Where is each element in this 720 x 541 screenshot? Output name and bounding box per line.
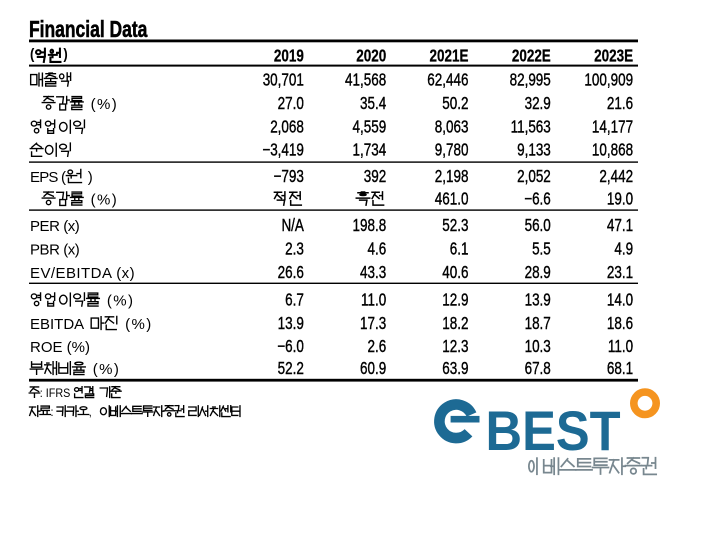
svg-text:9,780: 9,780: [435, 141, 469, 160]
svg-text::: :: [51, 405, 54, 419]
svg-text:32.9: 32.9: [525, 94, 551, 113]
svg-text:10.3: 10.3: [525, 337, 551, 356]
svg-text:23.1: 23.1: [607, 263, 633, 282]
svg-text:41,568: 41,568: [345, 71, 386, 90]
svg-text:11,563: 11,563: [511, 118, 551, 137]
svg-text:−3,419: −3,419: [262, 141, 304, 160]
svg-text:4.6: 4.6: [367, 240, 386, 259]
svg-text:ROE (%): ROE (%): [30, 339, 90, 356]
svg-text:5.5: 5.5: [532, 240, 551, 259]
svg-text:14.0: 14.0: [607, 291, 634, 310]
svg-text:13.9: 13.9: [525, 291, 551, 310]
svg-text:2020: 2020: [356, 47, 386, 66]
svg-text:18.7: 18.7: [525, 314, 551, 333]
svg-text:26.6: 26.6: [278, 263, 304, 282]
svg-text:): ): [88, 169, 93, 186]
svg-text:8,063: 8,063: [435, 118, 469, 137]
svg-text:−6.0: −6.0: [277, 337, 304, 356]
svg-text:6.1: 6.1: [450, 240, 469, 259]
svg-text:12.9: 12.9: [442, 291, 468, 310]
svg-text:EV/EBITDA (x): EV/EBITDA (x): [30, 265, 135, 282]
svg-text:2.6: 2.6: [367, 337, 386, 356]
svg-text:6.7: 6.7: [285, 291, 304, 310]
svg-text:: IFRS: : IFRS: [40, 386, 71, 400]
svg-text:461.0: 461.0: [435, 190, 469, 209]
svg-text:4.9: 4.9: [614, 240, 633, 259]
svg-text:EPS (: EPS (: [30, 169, 66, 186]
svg-text:1,734: 1,734: [352, 141, 386, 160]
svg-text:43.3: 43.3: [360, 263, 386, 282]
svg-text:PBR (x): PBR (x): [30, 242, 80, 259]
svg-text:28.9: 28.9: [525, 263, 551, 282]
svg-text:BEST: BEST: [486, 401, 621, 463]
svg-text:56.0: 56.0: [525, 216, 552, 235]
svg-text:392: 392: [364, 167, 386, 186]
svg-text:9,133: 9,133: [517, 141, 551, 160]
svg-text:2,068: 2,068: [270, 118, 304, 137]
svg-text:18.6: 18.6: [607, 314, 633, 333]
svg-text:21.6: 21.6: [607, 94, 633, 113]
svg-text:35.4: 35.4: [360, 94, 387, 113]
svg-text:18.2: 18.2: [442, 314, 468, 333]
svg-text:(%): (%): [125, 316, 153, 333]
svg-text:4,559: 4,559: [352, 118, 386, 137]
svg-text:68.1: 68.1: [607, 359, 633, 378]
svg-text:82,995: 82,995: [510, 71, 551, 90]
svg-text:17.3: 17.3: [360, 314, 386, 333]
svg-text:2019: 2019: [274, 47, 304, 66]
svg-text:N/A: N/A: [281, 216, 304, 235]
svg-text:−793: −793: [274, 167, 304, 186]
svg-text:67.8: 67.8: [525, 359, 551, 378]
svg-text:60.9: 60.9: [360, 359, 386, 378]
svg-text:EBITDA: EBITDA: [30, 316, 84, 333]
svg-text:30,701: 30,701: [263, 71, 304, 90]
svg-text:198.8: 198.8: [352, 216, 386, 235]
svg-text:(%): (%): [91, 96, 119, 113]
svg-text:(: (: [30, 46, 35, 62]
svg-text:12.3: 12.3: [442, 337, 468, 356]
svg-text:Financial Data: Financial Data: [29, 18, 148, 43]
svg-text:10,868: 10,868: [592, 141, 633, 160]
svg-text:13.9: 13.9: [278, 314, 304, 333]
svg-text:63.9: 63.9: [442, 359, 468, 378]
svg-text:(%): (%): [91, 192, 119, 209]
svg-text:50.2: 50.2: [442, 94, 468, 113]
svg-text:−6.6: −6.6: [524, 190, 551, 209]
svg-text:2.3: 2.3: [285, 240, 304, 259]
svg-text:,: ,: [89, 405, 92, 419]
svg-text:2022E: 2022E: [512, 47, 551, 66]
svg-text:PER (x): PER (x): [30, 218, 80, 235]
svg-text:2023E: 2023E: [594, 47, 633, 66]
svg-text:40.6: 40.6: [442, 263, 468, 282]
svg-text:14,177: 14,177: [592, 118, 633, 137]
svg-text:100,909: 100,909: [584, 71, 633, 90]
svg-text:2,198: 2,198: [435, 167, 469, 186]
svg-text:(%): (%): [107, 293, 135, 310]
svg-text:): ): [63, 46, 67, 62]
svg-text:2,442: 2,442: [599, 167, 633, 186]
svg-text:27.0: 27.0: [278, 94, 305, 113]
svg-text:52.2: 52.2: [278, 359, 304, 378]
svg-text:2021E: 2021E: [430, 47, 469, 66]
svg-text:52.3: 52.3: [442, 216, 468, 235]
svg-text:19.0: 19.0: [607, 190, 634, 209]
svg-text:11.0: 11.0: [361, 291, 387, 310]
svg-text:47.1: 47.1: [607, 216, 633, 235]
svg-text:11.0: 11.0: [608, 337, 634, 356]
svg-text:(%): (%): [93, 361, 121, 378]
svg-text:62,446: 62,446: [427, 71, 468, 90]
svg-text:2,052: 2,052: [517, 167, 551, 186]
